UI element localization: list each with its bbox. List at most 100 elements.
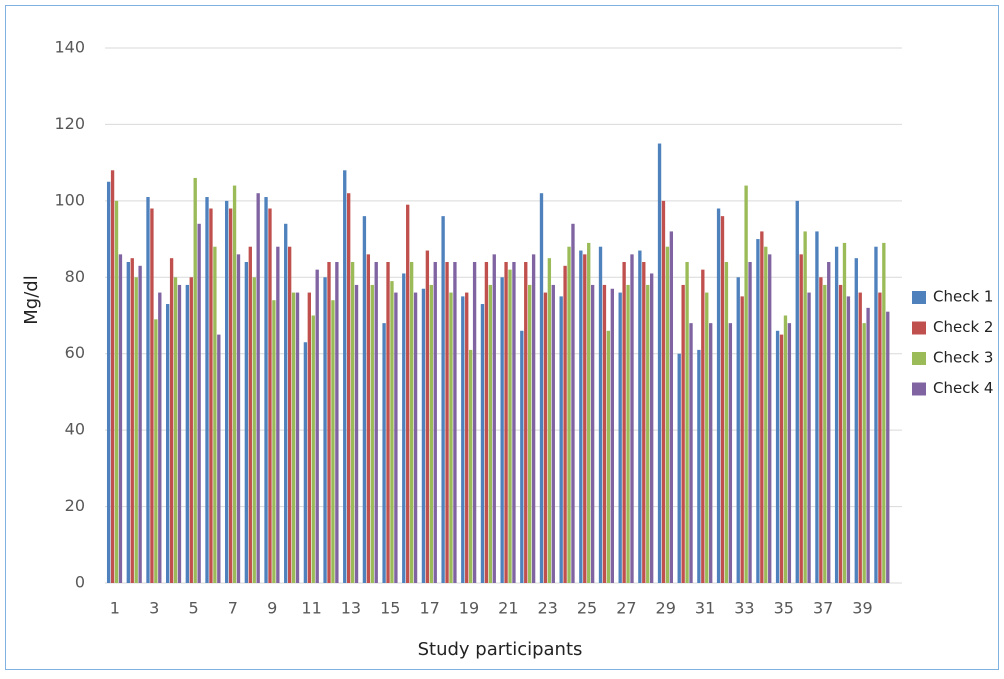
- bar: [590, 284, 595, 583]
- bar: [106, 181, 111, 583]
- bar: [646, 284, 650, 583]
- x-tick-label: 15: [380, 599, 400, 618]
- bar: [421, 288, 426, 583]
- bar: [834, 246, 839, 583]
- bar: [787, 323, 792, 583]
- bar: [366, 254, 371, 583]
- bar: [287, 246, 292, 583]
- bar: [169, 258, 174, 583]
- bar: [846, 296, 851, 583]
- x-tick-label: 1: [110, 599, 120, 618]
- bar: [783, 315, 788, 583]
- bar: [433, 262, 437, 583]
- bar: [779, 334, 784, 583]
- bar: [520, 330, 524, 583]
- bar: [559, 296, 563, 583]
- bar: [150, 208, 154, 583]
- bar: [681, 284, 685, 583]
- bar: [350, 262, 355, 583]
- bar: [744, 185, 748, 584]
- bar: [803, 231, 807, 583]
- bar: [795, 200, 799, 583]
- x-tick-label: 7: [228, 599, 238, 618]
- x-tick-label: 19: [459, 599, 479, 618]
- bar: [331, 300, 335, 583]
- bar: [622, 262, 626, 583]
- bar: [484, 262, 489, 583]
- bar: [854, 258, 858, 583]
- bar: [531, 254, 536, 583]
- bar: [445, 262, 449, 583]
- bar: [626, 284, 630, 583]
- bar: [610, 288, 614, 583]
- bar: [539, 193, 544, 583]
- bar: [114, 200, 119, 583]
- bar: [413, 292, 418, 583]
- bar: [598, 246, 603, 583]
- bar: [866, 307, 870, 583]
- bar: [858, 292, 862, 583]
- x-tick-label: 21: [498, 599, 518, 618]
- bar: [709, 323, 713, 583]
- y-axis-title: Mg/dl: [21, 275, 42, 324]
- bar: [720, 216, 725, 583]
- y-tick-label: 100: [54, 190, 85, 209]
- bar: [838, 284, 843, 583]
- bar: [244, 262, 249, 583]
- bar: [882, 242, 886, 583]
- legend-swatch: [912, 352, 926, 365]
- bar: [465, 292, 469, 583]
- bar: [362, 216, 367, 583]
- bar: [638, 250, 642, 584]
- bar: [232, 185, 237, 584]
- bar: [154, 319, 158, 583]
- legend-label: Check 4: [933, 379, 993, 397]
- bar: [669, 231, 674, 583]
- bar: [689, 323, 693, 583]
- x-tick-label: 37: [813, 599, 833, 618]
- bar: [406, 204, 410, 583]
- bar: [264, 197, 268, 584]
- bar: [315, 269, 319, 583]
- bar: [571, 223, 575, 584]
- bar: [878, 292, 882, 583]
- bar: [118, 254, 123, 583]
- bar: [500, 277, 504, 583]
- bar: [343, 170, 347, 584]
- bar: [441, 216, 445, 583]
- bar: [177, 284, 182, 583]
- bar: [390, 281, 394, 583]
- bar: [579, 250, 583, 584]
- x-tick-label: 23: [538, 599, 558, 618]
- legend-label: Check 2: [933, 318, 993, 336]
- bar: [504, 262, 508, 583]
- bar: [449, 292, 453, 583]
- bar: [587, 242, 591, 583]
- y-tick-label: 120: [54, 114, 85, 133]
- bar: [130, 258, 134, 583]
- bar: [618, 292, 622, 583]
- bar: [165, 304, 170, 583]
- y-tick-label: 20: [65, 496, 85, 515]
- y-tick-label: 60: [65, 343, 85, 362]
- bar: [468, 349, 473, 583]
- bar: [886, 311, 890, 583]
- bar: [197, 223, 201, 584]
- x-tick-label: 33: [734, 599, 754, 618]
- bar: [236, 254, 241, 583]
- bar: [602, 284, 607, 583]
- bar: [268, 208, 272, 583]
- y-tick-label: 0: [75, 573, 85, 592]
- bar: [110, 170, 115, 584]
- bar: [402, 273, 406, 583]
- bar: [815, 231, 819, 583]
- bar: [370, 284, 374, 583]
- bar: [760, 231, 764, 583]
- bar: [724, 262, 729, 583]
- bar: [819, 277, 823, 583]
- bar: [185, 284, 190, 583]
- bar: [677, 353, 681, 583]
- bar: [173, 277, 178, 583]
- bar: [862, 323, 866, 583]
